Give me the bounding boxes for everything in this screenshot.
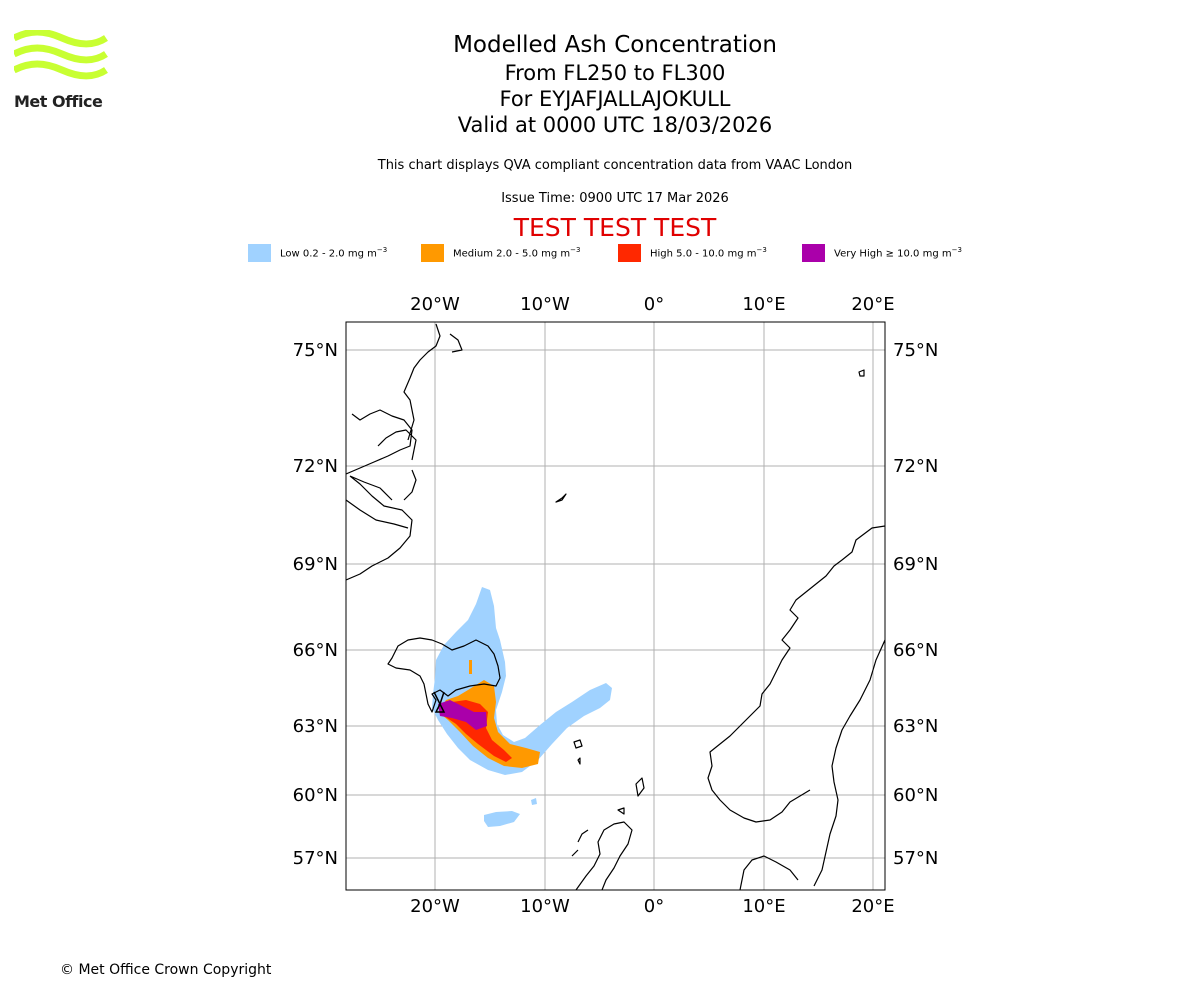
volcano-name: For EYJAFJALLAJOKULL	[499, 87, 731, 111]
lat-label-left-6: 57°N	[293, 848, 338, 869]
copyright-notice: © Met Office Crown Copyright	[60, 962, 272, 978]
volcano-marker-icon	[433, 691, 446, 713]
lon-label-bottom-3: 10°E	[742, 896, 785, 917]
ash-patch-small	[531, 798, 537, 805]
lat-label-right-1: 72°N	[893, 456, 938, 477]
lat-label-right-5: 60°N	[893, 785, 938, 806]
coast-norway	[707, 525, 885, 890]
lat-label-left-2: 69°N	[293, 554, 338, 575]
lon-label-top-3: 10°E	[742, 294, 785, 315]
ash-patch-faroe	[484, 811, 520, 827]
flight-level-range: From FL250 to FL300	[504, 61, 726, 85]
test-banner: TEST TEST TEST	[513, 213, 717, 242]
lat-label-left-0: 75°N	[293, 340, 338, 361]
legend-label-low: Low 0.2 - 2.0 mg m	[280, 248, 377, 260]
legend-label-medium: Medium 2.0 - 5.0 mg m	[453, 248, 571, 260]
lon-label-bottom-4: 20°E	[851, 896, 894, 917]
lat-label-left-5: 60°N	[293, 785, 338, 806]
lon-label-top-1: 10°W	[520, 294, 570, 315]
map-grid	[346, 322, 885, 890]
coast-greenland	[346, 323, 463, 581]
chart-title-block: Modelled Ash Concentration From FL250 to…	[300, 30, 930, 138]
ash-streak-medium	[469, 660, 472, 674]
lon-label-bottom-2: 0°	[644, 896, 664, 917]
ash-area-very-high	[438, 700, 487, 730]
lon-label-top-4: 20°E	[851, 294, 894, 315]
legend-unit-exp-low: −3	[376, 246, 388, 254]
lon-label-bottom-1: 10°W	[520, 896, 570, 917]
lat-label-right-3: 66°N	[893, 640, 938, 661]
coast-faroe	[573, 739, 583, 765]
lon-label-bottom-0: 20°W	[410, 896, 460, 917]
coast-bear-island	[858, 369, 865, 377]
map-frame	[345, 321, 886, 891]
issue-time: Issue Time: 0900 UTC 17 Mar 2026	[501, 191, 729, 206]
legend-swatch-very-high	[802, 244, 825, 262]
lat-label-right-0: 75°N	[893, 340, 938, 361]
chart-title: Modelled Ash Concentration	[453, 32, 777, 58]
coast-orkney	[617, 807, 625, 815]
legend-unit-exp-high: −3	[756, 246, 767, 254]
lon-label-top-2: 0°	[644, 294, 664, 315]
met-office-logo: Met Office	[12, 28, 110, 112]
axis-labels: 20°W 10°W 0° 10°E 20°E 20°W 10°W 0° 10°E…	[293, 294, 939, 917]
coast-iceland	[387, 637, 501, 713]
logo-text: Met Office	[14, 92, 103, 111]
lat-label-left-4: 63°N	[293, 716, 338, 737]
coast-jan-mayen	[555, 493, 567, 503]
lat-label-left-3: 66°N	[293, 640, 338, 661]
legend-swatch-low	[248, 244, 271, 262]
legend-unit-exp-medium: −3	[570, 246, 581, 254]
lat-label-right-6: 57°N	[893, 848, 938, 869]
ash-concentration-map: 20°W 10°W 0° 10°E 20°E 20°W 10°W 0° 10°E…	[293, 294, 939, 917]
lat-label-right-4: 63°N	[893, 716, 938, 737]
lat-label-left-1: 72°N	[293, 456, 338, 477]
met-office-waves-icon	[12, 28, 108, 80]
legend-swatch-high	[618, 244, 641, 262]
lat-label-right-2: 69°N	[893, 554, 938, 575]
map-background	[346, 322, 885, 890]
lon-label-top-0: 20°W	[410, 294, 460, 315]
legend-label-high: High 5.0 - 10.0 mg m	[650, 248, 757, 260]
chart-description: This chart displays QVA compliant concen…	[377, 158, 853, 173]
coast-shetland	[635, 777, 645, 797]
legend-label-very-high: Very High ≥ 10.0 mg m	[834, 248, 952, 260]
coast-scotland	[571, 821, 633, 890]
valid-time: Valid at 0000 UTC 18/03/2026	[457, 113, 773, 137]
legend-swatch-medium	[421, 244, 444, 262]
legend-unit-exp-very-high: −3	[951, 246, 962, 254]
coastlines	[346, 323, 885, 890]
